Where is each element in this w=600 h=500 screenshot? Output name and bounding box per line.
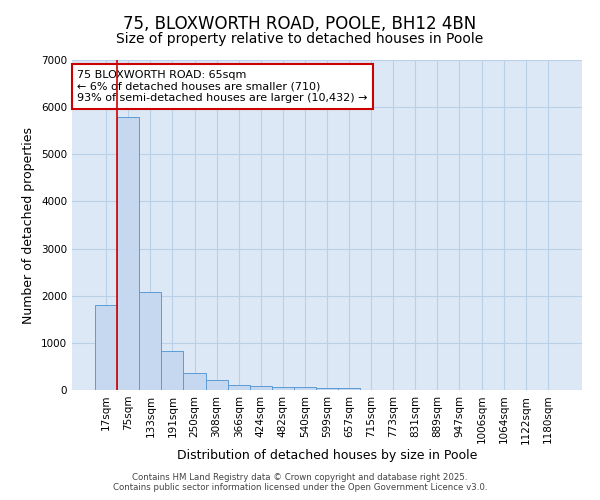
Bar [161,352,184,390]
Bar [206,380,227,390]
Bar [95,305,117,390]
Bar [338,388,360,390]
Y-axis label: Number of detached properties: Number of detached properties [22,126,35,324]
Bar [227,385,250,390]
Text: Contains HM Land Registry data © Crown copyright and database right 2025.
Contai: Contains HM Land Registry data © Crown c… [113,473,487,492]
Bar [294,388,316,390]
Bar [316,388,338,390]
Text: Size of property relative to detached houses in Poole: Size of property relative to detached ho… [116,32,484,46]
X-axis label: Distribution of detached houses by size in Poole: Distribution of detached houses by size … [177,449,477,462]
Bar [250,386,272,390]
Bar [184,373,206,390]
Text: 75 BLOXWORTH ROAD: 65sqm
← 6% of detached houses are smaller (710)
93% of semi-d: 75 BLOXWORTH ROAD: 65sqm ← 6% of detache… [77,70,368,103]
Bar [272,387,294,390]
Bar [139,292,161,390]
Bar [117,116,139,390]
Text: 75, BLOXWORTH ROAD, POOLE, BH12 4BN: 75, BLOXWORTH ROAD, POOLE, BH12 4BN [124,15,476,33]
